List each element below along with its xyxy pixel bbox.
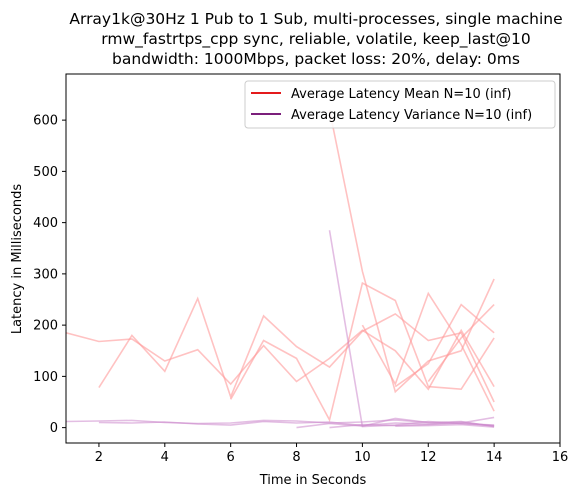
legend: Average Latency Mean N=10 (inf) Average …: [244, 80, 556, 129]
mean-series-line-5: [394, 303, 495, 388]
mean-series-line-1: [98, 296, 495, 403]
series-layer: [66, 109, 495, 429]
x-axis-ticks: 2 4 6 8 10 12 14 16: [95, 443, 568, 465]
legend-box: [244, 80, 556, 129]
plot-frame: [65, 73, 561, 444]
mean-series-line-6: [427, 304, 495, 382]
variance-series-line-12: [395, 423, 495, 428]
legend-variance-label: Average Latency Variance N=10 (inf): [291, 108, 532, 123]
y-tick-label: 300: [33, 267, 58, 282]
y-tick-label: 0: [50, 421, 58, 436]
variance-series-line-10: [328, 230, 495, 428]
x-tick-label: 4: [161, 450, 169, 465]
x-axis-label: Time in Seconds: [259, 473, 367, 488]
mean-series-line-0: [66, 328, 495, 391]
mean-series-line-4: [361, 291, 495, 412]
y-tick-label: 100: [33, 370, 58, 385]
y-tick-label: 600: [33, 114, 58, 129]
chart-title-line-3: bandwidth: 1000Mbps, packet loss: 20%, d…: [112, 50, 520, 68]
y-tick-label: 500: [33, 165, 58, 180]
mean-series-line-3: [328, 109, 495, 394]
y-tick-label: 200: [33, 319, 58, 334]
x-tick-label: 12: [420, 450, 437, 465]
x-tick-label: 6: [227, 450, 235, 465]
chart-title-line-1: Array1k@30Hz 1 Pub to 1 Sub, multi-proce…: [69, 10, 562, 28]
chart-title-line-2: rmw_fastrtps_cpp sync, reliable, volatil…: [101, 30, 530, 49]
x-tick-label: 8: [292, 450, 300, 465]
legend-mean-label: Average Latency Mean N=10 (inf): [291, 87, 511, 102]
y-axis-ticks: 0 100 200 300 400 500 600: [33, 114, 66, 436]
x-tick-label: 2: [95, 450, 103, 465]
variance-series-line-9: [296, 417, 495, 429]
x-tick-label: 10: [354, 450, 371, 465]
x-tick-label: 14: [486, 450, 503, 465]
x-tick-label: 16: [552, 450, 569, 465]
mean-series-line-2: [230, 281, 495, 423]
y-axis-label: Latency in Milliseconds: [10, 184, 25, 335]
y-tick-label: 400: [33, 216, 58, 231]
